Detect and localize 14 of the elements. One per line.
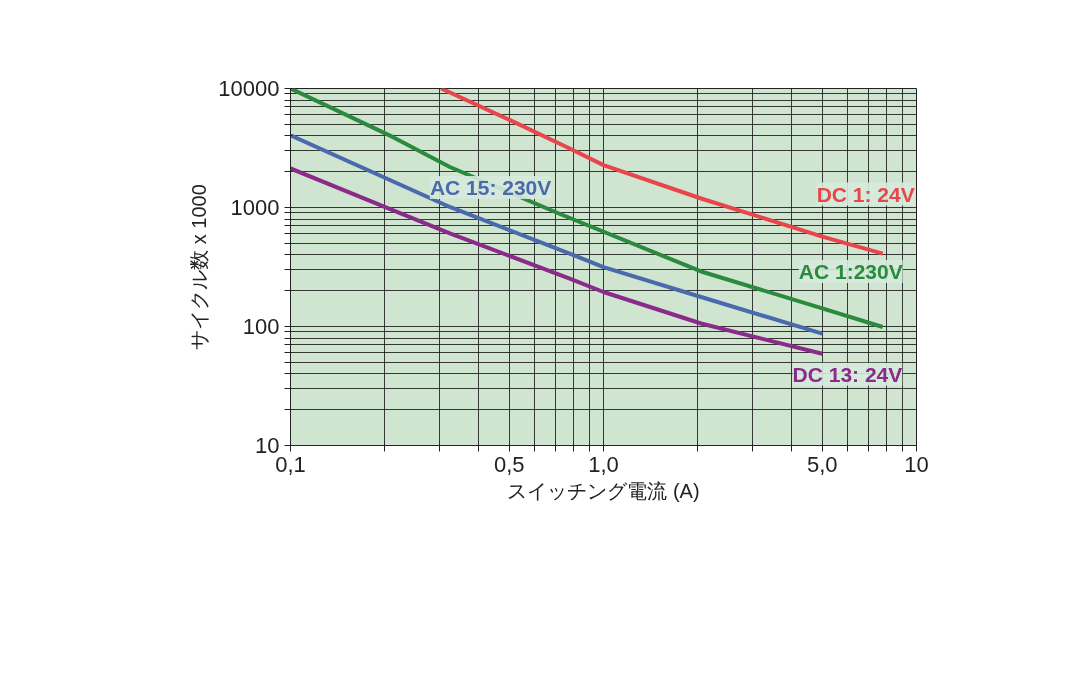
x-tick-label: 5,0 (806, 451, 838, 477)
series-label: DC 13: 24V (792, 362, 903, 386)
y-tick-label: 1000 (230, 195, 280, 220)
series-label: DC 1: 24V (816, 182, 915, 206)
x-axis-title: スイッチング電流 (A) (507, 479, 700, 502)
y-tick-label: 10000 (218, 76, 280, 101)
y-tick-label: 100 (242, 314, 280, 339)
y-tick-label: 10 (255, 433, 280, 458)
series-label: AC 1:230V (798, 260, 903, 284)
y-axis-title: サイクル数 x 1000 (188, 184, 211, 350)
x-tick-label: 10 (904, 451, 929, 477)
x-tick-label: 1,0 (588, 451, 619, 477)
series-label: AC 15: 230V (429, 175, 552, 199)
x-tick-label: 0,5 (493, 451, 525, 477)
